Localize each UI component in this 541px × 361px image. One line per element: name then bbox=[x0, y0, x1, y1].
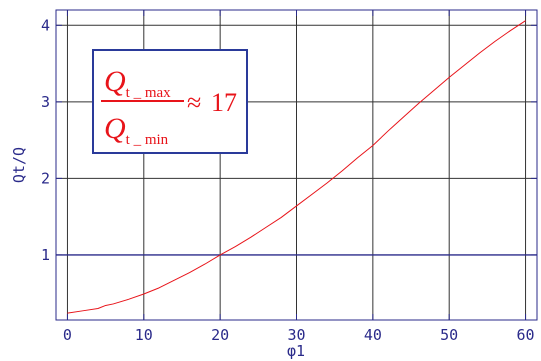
annotation-relation: ≈ bbox=[187, 88, 201, 117]
y-tick-label-3: 4 bbox=[41, 16, 50, 34]
y-tick-label-2: 3 bbox=[41, 93, 50, 111]
x-tick-label-6: 60 bbox=[517, 326, 535, 344]
y-tick-label-0: 1 bbox=[41, 246, 50, 264]
x-tick-label-0: 0 bbox=[63, 326, 72, 344]
annotation-numerator: Qt _ max bbox=[104, 65, 171, 101]
ticks-layer bbox=[56, 10, 537, 320]
labels-layer: 0 10 20 30 40 50 60 1 2 3 4 bbox=[41, 16, 535, 344]
y-axis-label: Qt/Q bbox=[10, 147, 28, 183]
ratio-annotation: Qt _ max Qt _ min ≈ 17 bbox=[92, 49, 248, 154]
x-tick-label-4: 40 bbox=[364, 326, 382, 344]
x-tick-label-3: 30 bbox=[287, 326, 305, 344]
series-layer bbox=[67, 20, 526, 314]
series-line-0 bbox=[67, 20, 526, 314]
annotation-denominator: Qt _ min bbox=[104, 112, 169, 148]
x-tick-label-1: 10 bbox=[135, 326, 153, 344]
x-tick-label-5: 50 bbox=[440, 326, 458, 344]
x-axis-label: φ1 bbox=[287, 342, 305, 360]
y-tick-label-1: 2 bbox=[41, 169, 50, 187]
annotation-value: 17 bbox=[211, 88, 237, 117]
x-tick-label-2: 20 bbox=[211, 326, 229, 344]
